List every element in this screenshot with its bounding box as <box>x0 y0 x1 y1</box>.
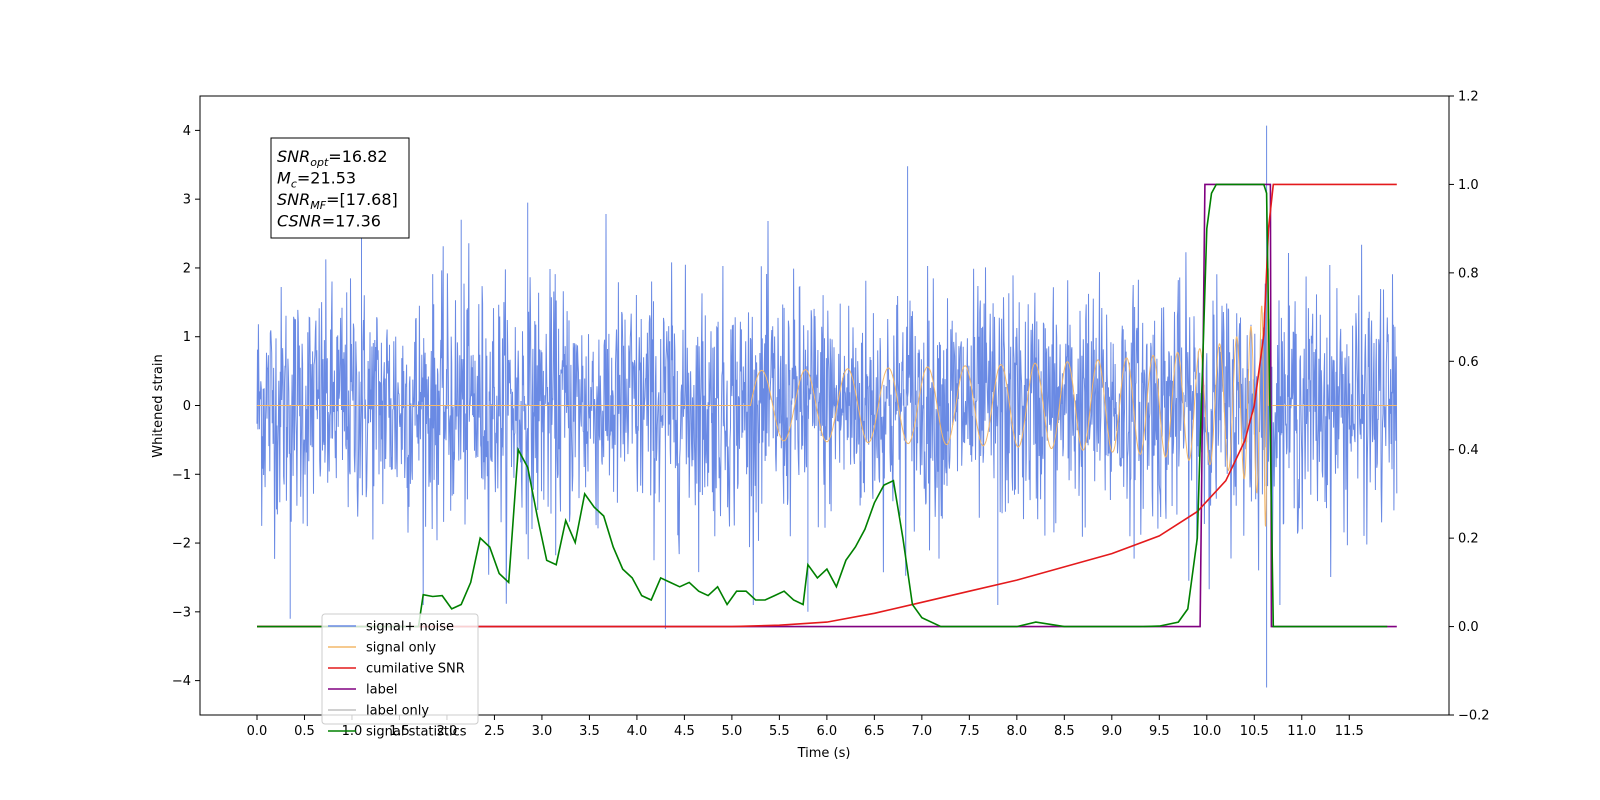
x-tick-label: 6.0 <box>817 724 838 739</box>
y-tick-label: −2 <box>172 537 191 552</box>
y-right-tick-label: 0.6 <box>1458 355 1479 370</box>
x-tick-label: 2.0 <box>437 724 458 739</box>
y-axis-label: Whitened strain <box>151 354 166 457</box>
x-tick-label: 11.5 <box>1335 724 1364 739</box>
y-tick-label: −4 <box>172 674 191 689</box>
x-tick-label: 4.5 <box>674 724 695 739</box>
x-tick-label: 5.0 <box>722 724 743 739</box>
x-tick-label: 9.5 <box>1149 724 1170 739</box>
x-tick-label: 7.5 <box>959 724 980 739</box>
legend-entry: cumilative SNR <box>366 662 465 677</box>
series-layer <box>256 125 1398 688</box>
x-tick-label: 2.5 <box>484 724 505 739</box>
x-tick-label: 8.0 <box>1006 724 1027 739</box>
x-tick-label: 6.5 <box>864 724 885 739</box>
x-tick-label: 3.0 <box>532 724 553 739</box>
info-box: SNRopt=16.82Mc=21.53SNRMF=[17.68]CSNR=17… <box>270 137 410 239</box>
info-box-frame <box>270 137 410 239</box>
y-tick-label: −1 <box>172 468 191 483</box>
legend: signal+ noise signal only cumilative SNR la… <box>321 613 479 740</box>
x-axis-label: Time (s) <box>797 746 851 761</box>
legend-entry: label only <box>366 704 429 719</box>
y-tick-label: 1 <box>183 330 191 345</box>
x-tick-label: 11.0 <box>1287 724 1316 739</box>
y-tick-label: 4 <box>183 124 191 139</box>
info-value: =21.53 <box>297 169 356 188</box>
y-tick-label: 3 <box>183 193 191 208</box>
x-tick-label: 7.0 <box>912 724 933 739</box>
y-right-tick-label: −0.2 <box>1458 709 1490 724</box>
x-axis: 0.0 0.5 1.0 1.5 2.0 2.5 3.0 3.5 4.0 4.5 5.0 5.5 6.0 6… <box>247 715 1364 739</box>
info-line: SNRMF=[17.68] <box>277 190 398 212</box>
x-tick-label: 10.5 <box>1240 724 1269 739</box>
y-tick-label: −3 <box>172 605 191 620</box>
y-right-tick-label: 0.0 <box>1458 620 1479 635</box>
y-right-tick-label: 0.2 <box>1458 532 1479 547</box>
info-value: =[17.68] <box>326 190 398 209</box>
info-var: CSNR <box>277 212 322 231</box>
y-right-tick-label: 0.8 <box>1458 266 1479 281</box>
y-right-tick-label: 1.2 <box>1458 90 1479 105</box>
info-sub: MF <box>310 199 326 212</box>
y-axis-right: −0.2 0.0 0.2 0.4 0.6 0.8 1.0 1.2 <box>1449 90 1490 724</box>
info-line: CSNR=17.36 <box>277 212 381 231</box>
y-right-tick-label: 0.4 <box>1458 443 1479 458</box>
series-cumulative-snr <box>257 183 1397 628</box>
x-tick-label: 4.0 <box>627 724 648 739</box>
x-tick-label: 10.0 <box>1192 724 1221 739</box>
y-tick-label: 0 <box>183 399 191 414</box>
x-tick-label: 5.5 <box>769 724 790 739</box>
legend-entry: signal statistics <box>366 725 467 740</box>
x-tick-label: 0.5 <box>294 724 315 739</box>
legend-entry: label <box>366 683 397 698</box>
y-right-tick-label: 1.0 <box>1458 178 1479 193</box>
info-value: =17.36 <box>322 212 381 231</box>
x-tick-label: 1.5 <box>389 724 410 739</box>
info-line: SNRopt=16.82 <box>277 147 388 169</box>
info-sub: c <box>291 178 297 191</box>
y-tick-label: 2 <box>183 261 191 276</box>
x-tick-label: 9.0 <box>1101 724 1122 739</box>
y-axis-left: −4 −3 −2 −1 0 1 2 3 4 <box>172 124 200 689</box>
info-var: SNR <box>277 190 310 209</box>
x-tick-label: 0.0 <box>247 724 268 739</box>
legend-frame <box>321 613 479 725</box>
legend-entry: signal only <box>366 641 436 656</box>
legend-entry: signal+ noise <box>366 620 454 635</box>
info-var: M <box>277 169 291 188</box>
info-line: Mc=21.53 <box>277 169 356 191</box>
x-tick-label: 3.5 <box>579 724 600 739</box>
series-signal-statistics <box>257 183 1388 628</box>
info-var: SNR <box>277 147 310 166</box>
info-value: =16.82 <box>328 147 387 166</box>
series-signal-only <box>257 268 1397 527</box>
info-sub: opt <box>310 156 329 169</box>
x-tick-label: 8.5 <box>1054 724 1075 739</box>
